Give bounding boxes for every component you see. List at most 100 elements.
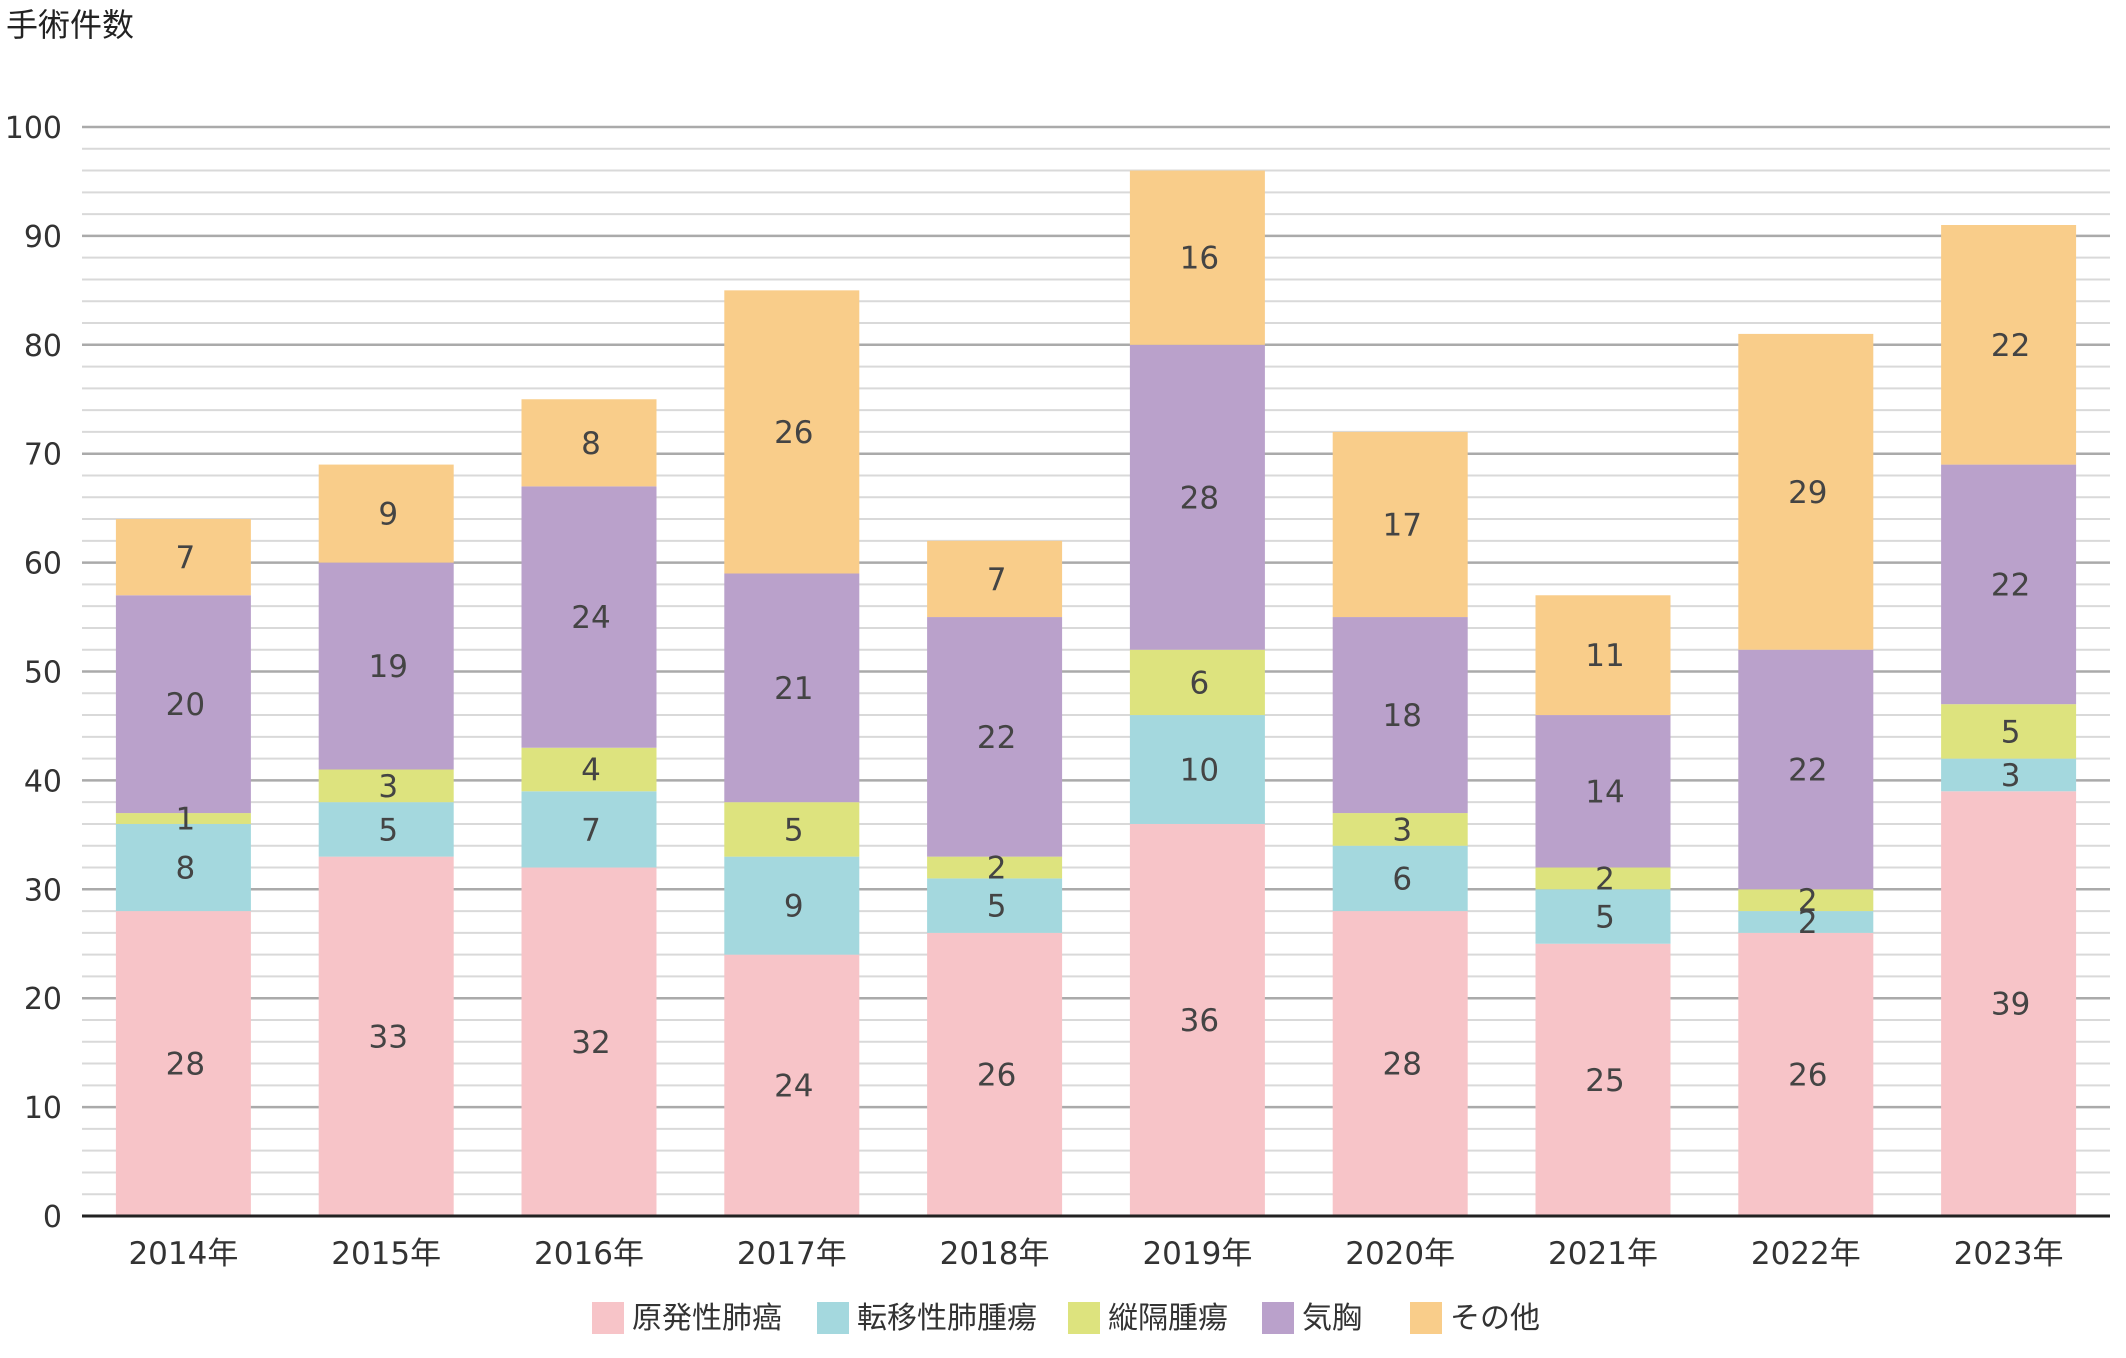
bar-segment [927, 878, 1063, 933]
bar-segment [1332, 617, 1468, 814]
bar-segment [1535, 715, 1671, 868]
data-label: 29 [1788, 475, 1827, 511]
legend: 原発性肺癌 転移性肺腫瘍 縦隔腫瘍 気胸 その他 [592, 1301, 1540, 1336]
data-label: 2 [1798, 883, 1818, 919]
bar-segment [115, 813, 251, 824]
bar-segment [1535, 595, 1671, 716]
data-label: 5 [987, 889, 1007, 925]
y-tick-label: 10 [24, 1091, 62, 1126]
data-label: 22 [1991, 328, 2030, 364]
data-label: 24 [774, 1068, 813, 1104]
legend-label: 縦隔腫瘍 [1108, 1301, 1228, 1336]
data-label: 8 [581, 426, 601, 462]
bar-segment [724, 856, 860, 955]
data-label: 9 [378, 497, 398, 533]
bar-segment [521, 867, 657, 1216]
data-label: 24 [571, 600, 610, 636]
data-label: 1 [176, 802, 196, 838]
data-label: 22 [1788, 753, 1827, 789]
legend-swatch [817, 1302, 849, 1334]
data-label: 4 [581, 753, 601, 789]
bar-segment [1332, 813, 1468, 846]
data-label: 20 [166, 687, 205, 723]
x-tick-label: 2021年 [1548, 1236, 1658, 1272]
data-label: 2 [987, 851, 1007, 887]
y-tick-label: 50 [24, 656, 62, 691]
data-label: 19 [368, 649, 407, 685]
bar-segment [521, 791, 657, 868]
data-label: 26 [774, 415, 813, 451]
data-label: 14 [1585, 774, 1624, 810]
bar-segment [927, 617, 1063, 857]
bar-segment [115, 519, 251, 596]
data-label: 11 [1585, 638, 1624, 674]
y-tick-label: 40 [24, 764, 62, 799]
data-label: 5 [1595, 900, 1615, 936]
legend-swatch [1262, 1302, 1294, 1334]
bar-segment [521, 399, 657, 487]
data-label: 7 [987, 562, 1007, 598]
bar-segment [115, 911, 251, 1216]
y-tick-label: 80 [24, 329, 62, 364]
data-label: 7 [176, 540, 196, 576]
y-axis-title: 手術件数 [6, 6, 134, 44]
x-tick-label: 2020年 [1345, 1236, 1455, 1272]
data-label: 28 [1382, 1047, 1421, 1083]
data-label: 3 [1392, 812, 1412, 848]
data-label: 32 [571, 1025, 610, 1061]
data-label: 5 [2001, 714, 2021, 750]
bar-segment [1332, 911, 1468, 1216]
bar-segment [521, 486, 657, 748]
bar-segment [1941, 464, 2077, 705]
bar-segment [724, 290, 860, 574]
bar-segment [521, 747, 657, 792]
bar-segment [318, 802, 454, 857]
bar-segment [318, 464, 454, 563]
data-label: 28 [166, 1047, 205, 1083]
data-label: 28 [1180, 480, 1219, 516]
bar-segment [1941, 758, 2077, 792]
bar-segment [1129, 715, 1265, 824]
x-tick-label: 2015年 [331, 1236, 441, 1272]
data-label: 18 [1382, 698, 1421, 734]
bar-segment [1129, 823, 1265, 1216]
bar-segment [1738, 889, 1874, 912]
data-label: 26 [977, 1057, 1016, 1093]
x-tick-label: 2014年 [128, 1236, 238, 1272]
bar-segment [1941, 225, 2077, 465]
data-label: 2 [1595, 861, 1615, 897]
legend-label: 転移性肺腫瘍 [857, 1301, 1037, 1336]
y-tick-label: 0 [43, 1200, 62, 1235]
data-label: 16 [1180, 241, 1219, 277]
bar-segment [724, 802, 860, 857]
data-label: 36 [1180, 1003, 1219, 1039]
bar-segment [115, 595, 251, 814]
legend-label: 原発性肺癌 [632, 1301, 782, 1336]
bar-segment [1332, 431, 1468, 618]
data-label: 3 [378, 769, 398, 805]
data-label: 26 [1788, 1057, 1827, 1093]
legend-swatch [1410, 1302, 1442, 1334]
bar-segment [1941, 704, 2077, 759]
bar-segment [1738, 911, 1874, 933]
data-label: 10 [1180, 753, 1219, 789]
x-tick-label: 2022年 [1751, 1236, 1861, 1272]
data-label: 17 [1382, 507, 1421, 543]
data-label: 2 [1798, 905, 1818, 941]
legend-label: その他 [1450, 1301, 1540, 1336]
bar-segment [927, 540, 1063, 618]
bar-segment [1738, 932, 1874, 1216]
legend-label: 気胸 [1302, 1301, 1362, 1336]
data-label: 39 [1991, 987, 2030, 1023]
y-tick-label: 100 [5, 111, 62, 146]
y-axis-ticks: 0 10 20 30 40 50 60 70 80 90 100 [5, 111, 62, 1235]
y-tick-label: 20 [24, 982, 62, 1017]
bar-segment [1535, 867, 1671, 890]
bar-segment [318, 856, 454, 1216]
bar-segment [1129, 344, 1265, 650]
bars [115, 170, 2077, 1216]
bar-segment [927, 932, 1063, 1216]
data-label: 7 [581, 812, 601, 848]
data-label: 22 [1991, 567, 2030, 603]
